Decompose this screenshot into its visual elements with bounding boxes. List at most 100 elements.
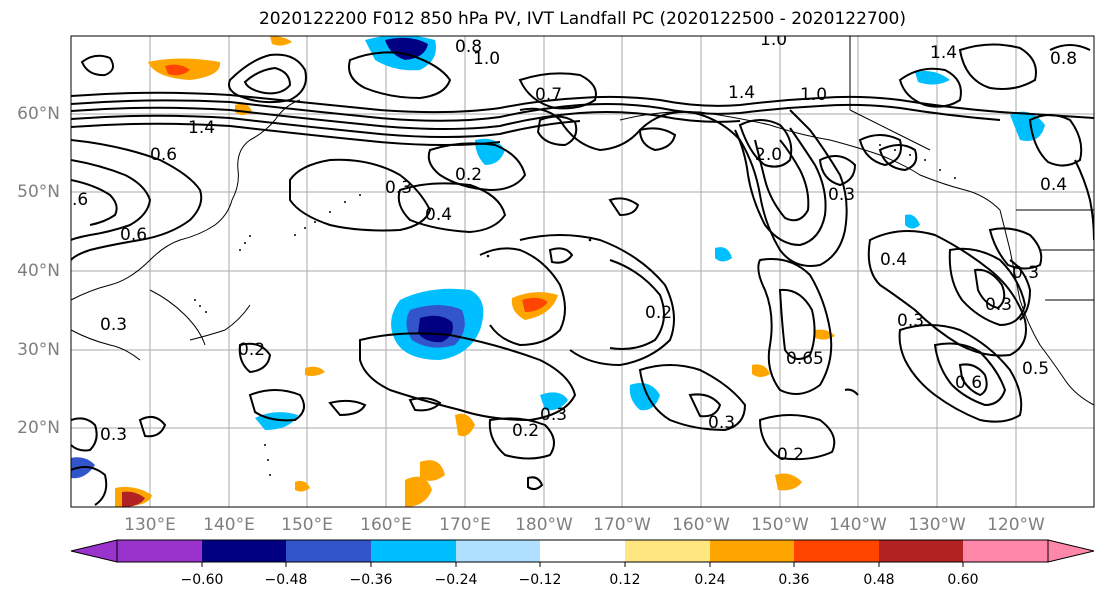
longitude-label: 180°W (515, 515, 573, 535)
contour-label: 1.0 (800, 85, 827, 105)
pv-positive-region (165, 64, 190, 76)
pv-negative-region (905, 214, 920, 229)
longitude-label: 140°E (203, 515, 255, 535)
longitude-label: 150°W (751, 515, 809, 535)
contour-label: 0.3 (985, 295, 1012, 315)
colorbar-ticks (201, 562, 964, 567)
contour-label: .6 (72, 190, 88, 210)
contour-labels: 0.8 1.0 1.0 1.4 1.4 0.8 1.4 0.7 0.6 0.3 … (72, 30, 1077, 465)
colorbar-bin (540, 540, 625, 562)
contour-label: 1.4 (728, 83, 755, 103)
contour-label: 0.2 (238, 340, 265, 360)
colorbar-bin (963, 540, 1048, 562)
contour-label: 0.3 (540, 405, 567, 425)
contour-label: 2.0 (755, 145, 782, 165)
pv-positive-region (455, 413, 475, 437)
contour-label: 0.2 (645, 303, 672, 323)
colorbar-bin (371, 540, 456, 562)
contour-label: 0.8 (455, 37, 482, 57)
colorbar (70, 539, 1095, 567)
colorbar-bin (456, 540, 540, 562)
pv-positive-region (775, 473, 802, 491)
colorbar-frame (116, 539, 1049, 563)
ivt-contours (71, 43, 1094, 506)
longitude-label: 130°E (124, 515, 176, 535)
colorbar-tick-label: 0.36 (778, 572, 810, 588)
colorbar-tick-label: −0.36 (349, 572, 393, 588)
colorbar-tick-label: 0.12 (609, 572, 641, 588)
latitude-label: 20°N (17, 418, 60, 438)
contour-label: 0.4 (880, 250, 907, 270)
pv-shading (71, 36, 1045, 507)
contour-label: 1.4 (188, 118, 215, 138)
colorbar-min-extension (70, 539, 118, 563)
pv-positive-region (122, 491, 145, 507)
pv-negative-region (1010, 111, 1045, 141)
colorbar-bin (625, 540, 710, 562)
pv-negative-region (418, 315, 453, 343)
pv-negative-region (540, 392, 568, 411)
contour-label: 0.6 (955, 373, 982, 393)
colorbar-bin (710, 540, 794, 562)
colorbar-bin (794, 540, 879, 562)
contour-label: 0.4 (425, 205, 452, 225)
longitude-label: 170°E (439, 515, 491, 535)
colorbar-tick-label: −0.48 (264, 572, 308, 588)
map-title: 2020122200 F012 850 hPa PV, IVT Landfall… (258, 9, 906, 29)
contour-label: 0.3 (708, 413, 735, 433)
contour-label: 1.4 (930, 43, 957, 63)
colorbar-bin (202, 540, 286, 562)
colorbar-bin (117, 540, 202, 562)
contour-label: 0.8 (1050, 49, 1077, 69)
pv-positive-region (405, 476, 432, 507)
pv-positive-region (305, 366, 325, 376)
colorbar-tick-label: −0.12 (518, 572, 562, 588)
colorbar-bin (286, 540, 371, 562)
coastlines (71, 36, 1094, 406)
latitude-label: 60°N (17, 104, 60, 124)
pv-negative-region (715, 247, 732, 262)
contour-label: 0.2 (455, 165, 482, 185)
map-frame (70, 35, 1095, 508)
latitude-label: 30°N (17, 340, 60, 360)
colorbar-tick-label: 0.24 (694, 572, 726, 588)
pv-negative-region (385, 37, 428, 60)
pv-positive-region (522, 297, 548, 312)
longitude-label: 130°W (908, 515, 966, 535)
contour-label: 0.7 (535, 85, 562, 105)
pv-negative-region (915, 71, 950, 85)
contour-label: 0.4 (1040, 175, 1067, 195)
pv-positive-region (420, 460, 445, 481)
contour-label: 0.3 (1012, 263, 1039, 283)
longitude-label: 170°W (593, 515, 651, 535)
pv-positive-region (270, 36, 292, 46)
contour-label: 0.2 (777, 445, 804, 465)
longitude-label: 140°W (829, 515, 887, 535)
contour-label: 0.6 (150, 145, 177, 165)
colorbar-tick-label: 0.60 (947, 572, 979, 588)
island-chains (194, 144, 956, 476)
longitude-label: 160°W (672, 515, 730, 535)
contour-label: 0.2 (512, 421, 539, 441)
contour-label: 0.3 (828, 185, 855, 205)
contour-label: 0.5 (1022, 359, 1049, 379)
contour-label: 0.3 (385, 178, 412, 198)
contour-label: 0.6 (120, 225, 147, 245)
colorbar-max-extension (1047, 539, 1095, 563)
longitude-label: 150°E (281, 515, 333, 535)
pv-positive-region (295, 480, 310, 492)
contour-label: 1.0 (473, 49, 500, 69)
pv-positive-region (752, 364, 770, 377)
latitude-label: 40°N (17, 261, 60, 281)
colorbar-tick-label: −0.24 (434, 572, 478, 588)
contour-label: 0.3 (100, 425, 127, 445)
contour-label: 0.65 (786, 349, 824, 369)
contour-label: 0.3 (897, 311, 924, 331)
colorbar-bin (879, 540, 963, 562)
contour-label: 1.0 (760, 30, 787, 50)
colorbar-tick-label: 0.48 (863, 572, 895, 588)
latitude-label: 50°N (17, 182, 60, 202)
longitude-label: 160°E (360, 515, 412, 535)
longitude-label: 120°W (987, 515, 1045, 535)
